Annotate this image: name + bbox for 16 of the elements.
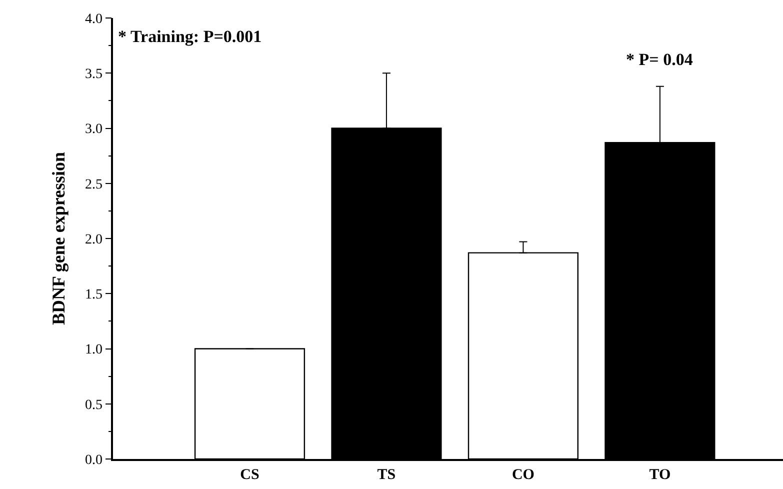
- y-tick-label: 1.0: [84, 342, 102, 358]
- y-tick-label: 0.0: [84, 452, 102, 468]
- annotation: * P= 0.04: [626, 50, 694, 69]
- y-tick-label: 1.5: [84, 288, 102, 303]
- x-tick-label: TO: [649, 466, 671, 483]
- y-tick-label: 0.5: [84, 398, 102, 413]
- x-tick-label: CS: [240, 466, 260, 483]
- y-tick-label: 3.0: [84, 122, 102, 138]
- y-tick-label: 2.5: [84, 177, 102, 192]
- y-tick-label: 4.0: [84, 12, 102, 27]
- x-tick-label: CO: [512, 466, 534, 483]
- y-tick-label: 3.5: [84, 67, 102, 82]
- y-axis-title: BDNF gene expression: [48, 152, 69, 325]
- x-tick-label: TS: [377, 466, 396, 483]
- annotation: * Training: P=0.001: [118, 27, 262, 46]
- y-tick-label: 2.0: [84, 232, 102, 248]
